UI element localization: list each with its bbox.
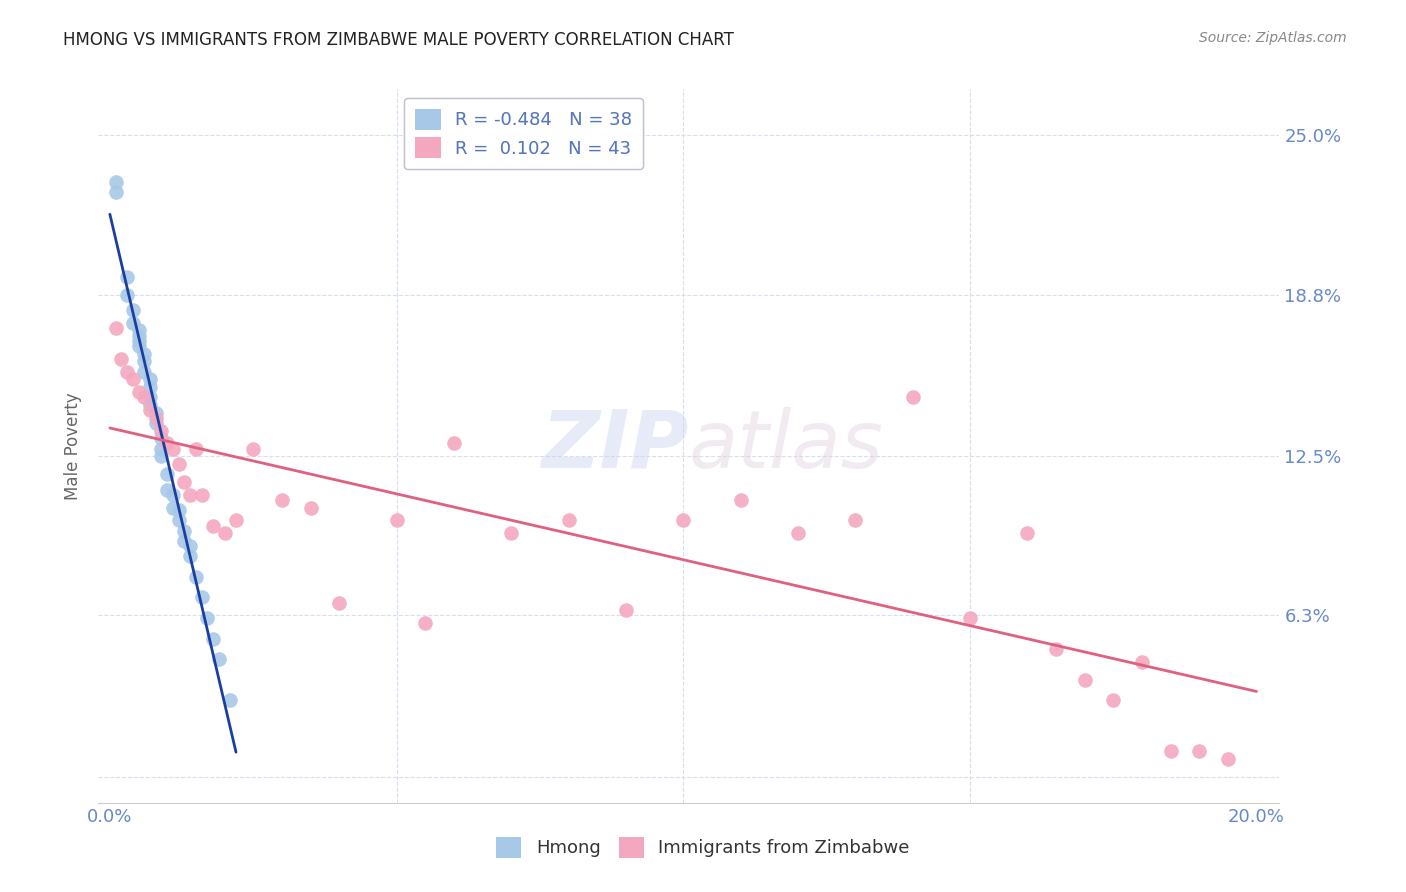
Point: [110, 351, 132, 366]
Point: [179, 539, 201, 553]
Point: [134, 354, 156, 368]
Point: [225, 513, 247, 527]
Point: [1188, 744, 1211, 758]
Point: [184, 570, 207, 584]
Point: [179, 488, 201, 502]
Point: [139, 403, 162, 417]
Point: [1073, 673, 1095, 687]
Point: [134, 365, 156, 379]
Point: [173, 524, 195, 538]
Point: [156, 436, 179, 450]
Point: [385, 513, 408, 527]
Point: [134, 390, 156, 404]
Point: [179, 549, 201, 564]
Point: [413, 616, 436, 631]
Point: [128, 324, 150, 338]
Point: [115, 287, 138, 301]
Point: [134, 346, 156, 360]
Point: [557, 513, 579, 527]
Point: [190, 488, 212, 502]
Point: [202, 518, 225, 533]
Point: [443, 436, 465, 450]
Point: [150, 424, 173, 438]
Point: [614, 603, 637, 617]
Point: [150, 442, 173, 456]
Text: atlas: atlas: [689, 407, 884, 485]
Text: Source: ZipAtlas.com: Source: ZipAtlas.com: [1199, 31, 1347, 45]
Point: [145, 416, 167, 430]
Point: [242, 442, 264, 456]
Text: HMONG VS IMMIGRANTS FROM ZIMBABWE MALE POVERTY CORRELATION CHART: HMONG VS IMMIGRANTS FROM ZIMBABWE MALE P…: [63, 31, 734, 49]
Point: [1160, 744, 1182, 758]
Point: [959, 611, 981, 625]
Point: [1130, 655, 1153, 669]
Text: ZIP: ZIP: [541, 407, 689, 485]
Point: [1017, 526, 1039, 541]
Point: [162, 488, 184, 502]
Point: [139, 390, 162, 404]
Point: [1216, 752, 1239, 766]
Point: [1102, 693, 1125, 707]
Point: [104, 185, 127, 199]
Point: [128, 328, 150, 343]
Legend: Hmong, Immigrants from Zimbabwe: Hmong, Immigrants from Zimbabwe: [489, 830, 917, 865]
Point: [202, 632, 225, 646]
Point: [786, 526, 808, 541]
Point: [162, 500, 184, 515]
Point: [730, 492, 752, 507]
Point: [145, 406, 167, 420]
Point: [162, 442, 184, 456]
Point: [167, 513, 190, 527]
Point: [121, 316, 143, 330]
Point: [104, 175, 127, 189]
Point: [156, 467, 179, 482]
Y-axis label: Male Poverty: Male Poverty: [65, 392, 83, 500]
Point: [672, 513, 695, 527]
Legend: R = -0.484   N = 38, R =  0.102   N = 43: R = -0.484 N = 38, R = 0.102 N = 43: [405, 98, 643, 169]
Point: [139, 380, 162, 394]
Point: [901, 390, 924, 404]
Point: [139, 372, 162, 386]
Point: [115, 365, 138, 379]
Point: [299, 500, 322, 515]
Point: [145, 410, 167, 425]
Point: [139, 398, 162, 412]
Point: [156, 483, 179, 497]
Point: [328, 596, 350, 610]
Point: [128, 339, 150, 353]
Point: [128, 385, 150, 400]
Point: [115, 269, 138, 284]
Point: [208, 652, 231, 666]
Point: [121, 372, 143, 386]
Point: [150, 431, 173, 445]
Point: [270, 492, 292, 507]
Point: [167, 503, 190, 517]
Point: [844, 513, 866, 527]
Point: [104, 321, 127, 335]
Point: [184, 442, 207, 456]
Point: [190, 591, 212, 605]
Point: [214, 526, 236, 541]
Point: [150, 450, 173, 464]
Point: [219, 693, 242, 707]
Point: [195, 611, 218, 625]
Point: [1045, 641, 1067, 656]
Point: [501, 526, 523, 541]
Point: [173, 533, 195, 548]
Point: [173, 475, 195, 489]
Point: [121, 302, 143, 317]
Point: [167, 457, 190, 471]
Point: [128, 334, 150, 348]
